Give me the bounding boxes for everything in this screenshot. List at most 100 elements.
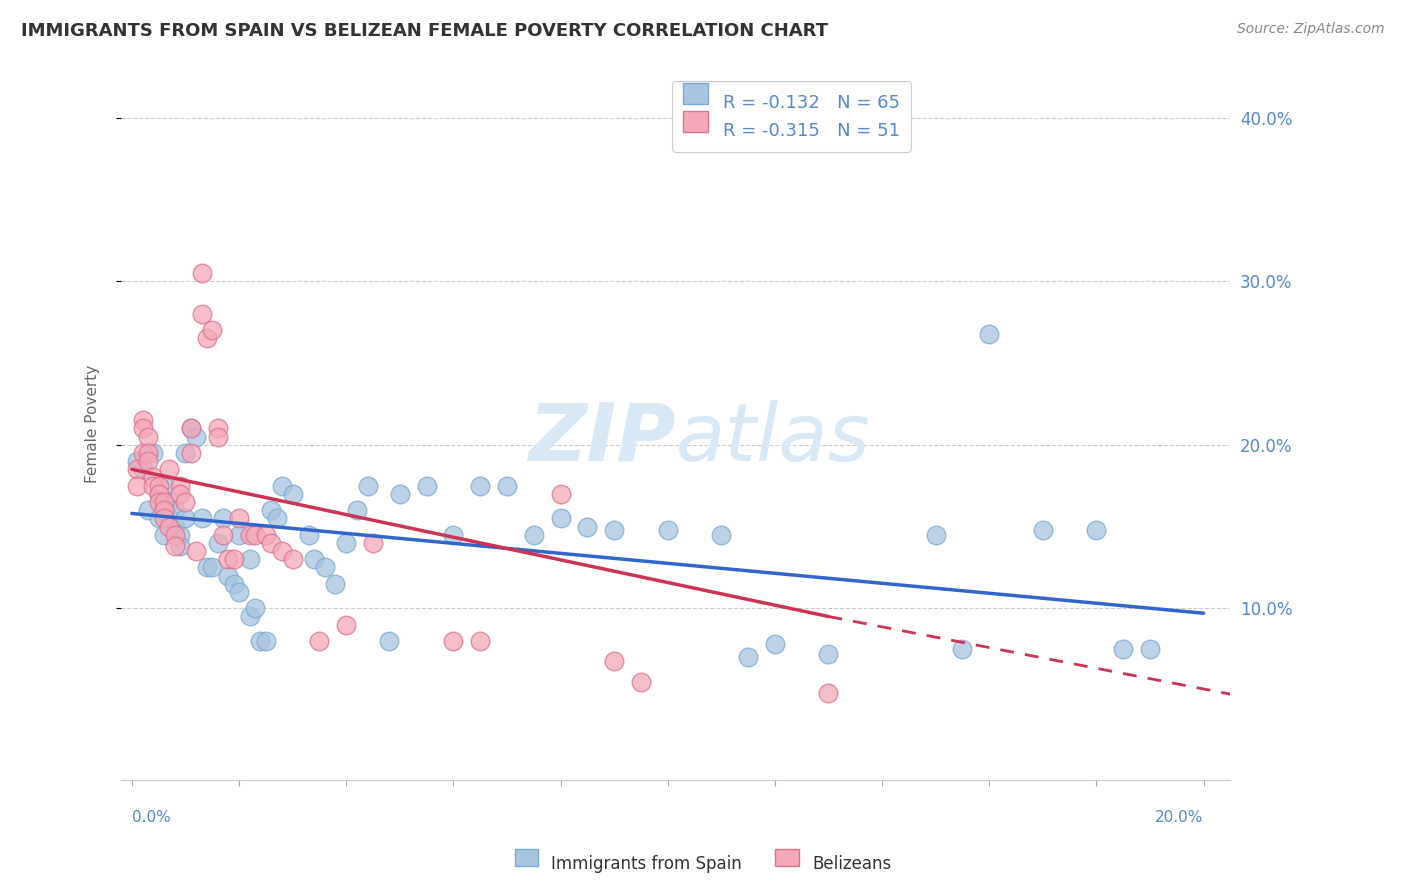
- Point: [190, 266, 212, 280]
- Point: [131, 421, 153, 435]
- Point: [207, 536, 229, 550]
- Point: [163, 539, 186, 553]
- Point: [378, 634, 401, 648]
- Point: [270, 478, 292, 492]
- Point: [157, 519, 180, 533]
- Point: [260, 503, 283, 517]
- Point: [127, 454, 149, 468]
- Text: 20.0%: 20.0%: [1156, 810, 1204, 824]
- Point: [157, 511, 180, 525]
- Point: [153, 478, 176, 492]
- Point: [169, 478, 191, 492]
- Point: [148, 487, 170, 501]
- Point: [630, 674, 652, 689]
- Point: [270, 544, 292, 558]
- Point: [142, 478, 165, 492]
- Point: [195, 331, 218, 345]
- Point: [298, 527, 321, 541]
- Point: [222, 576, 245, 591]
- Point: [325, 576, 347, 591]
- Point: [239, 552, 262, 566]
- Point: [470, 478, 492, 492]
- Legend: Immigrants from Spain, Belizeans: Immigrants from Spain, Belizeans: [508, 847, 898, 880]
- Point: [249, 634, 271, 648]
- Point: [131, 446, 153, 460]
- Point: [148, 511, 170, 525]
- Point: [228, 585, 250, 599]
- Point: [603, 654, 626, 668]
- Point: [136, 446, 159, 460]
- Point: [254, 527, 277, 541]
- Point: [207, 429, 229, 443]
- Point: [217, 552, 239, 566]
- Point: [496, 478, 519, 492]
- Point: [153, 503, 176, 517]
- Point: [131, 413, 153, 427]
- Point: [142, 446, 165, 460]
- Point: [302, 552, 325, 566]
- Text: ZIP: ZIP: [529, 400, 676, 477]
- Point: [174, 511, 197, 525]
- Point: [153, 495, 176, 509]
- Point: [1139, 642, 1161, 657]
- Point: [186, 429, 208, 443]
- Point: [131, 462, 153, 476]
- Point: [260, 536, 283, 550]
- Point: [239, 609, 262, 624]
- Point: [239, 527, 262, 541]
- Point: [207, 421, 229, 435]
- Point: [148, 495, 170, 509]
- Point: [817, 686, 839, 700]
- Point: [346, 503, 368, 517]
- Point: [266, 511, 288, 525]
- Text: 0.0%: 0.0%: [132, 810, 170, 824]
- Point: [148, 487, 170, 501]
- Point: [388, 487, 411, 501]
- Point: [157, 462, 180, 476]
- Point: [441, 527, 464, 541]
- Point: [1085, 523, 1108, 537]
- Point: [190, 511, 212, 525]
- Point: [314, 560, 336, 574]
- Point: [180, 421, 202, 435]
- Point: [212, 527, 235, 541]
- Point: [136, 429, 159, 443]
- Y-axis label: Female Poverty: Female Poverty: [86, 365, 100, 483]
- Point: [415, 478, 437, 492]
- Point: [180, 446, 202, 460]
- Point: [153, 511, 176, 525]
- Point: [148, 478, 170, 492]
- Point: [550, 511, 572, 525]
- Point: [243, 527, 266, 541]
- Point: [441, 634, 464, 648]
- Text: atlas: atlas: [676, 400, 870, 477]
- Legend: R = -0.132   N = 65, R = -0.315   N = 51: R = -0.132 N = 65, R = -0.315 N = 51: [672, 81, 911, 152]
- Point: [222, 552, 245, 566]
- Point: [163, 527, 186, 541]
- Point: [217, 568, 239, 582]
- Point: [201, 560, 224, 574]
- Point: [153, 527, 176, 541]
- Text: IMMIGRANTS FROM SPAIN VS BELIZEAN FEMALE POVERTY CORRELATION CHART: IMMIGRANTS FROM SPAIN VS BELIZEAN FEMALE…: [21, 22, 828, 40]
- Point: [335, 617, 357, 632]
- Point: [254, 634, 277, 648]
- Point: [243, 601, 266, 615]
- Point: [180, 421, 202, 435]
- Point: [228, 511, 250, 525]
- Point: [186, 544, 208, 558]
- Point: [169, 527, 191, 541]
- Point: [127, 462, 149, 476]
- Point: [710, 527, 733, 541]
- Point: [335, 536, 357, 550]
- Point: [174, 495, 197, 509]
- Point: [1112, 642, 1135, 657]
- Point: [817, 647, 839, 661]
- Point: [356, 478, 378, 492]
- Point: [550, 487, 572, 501]
- Point: [281, 552, 304, 566]
- Point: [308, 634, 330, 648]
- Point: [201, 323, 224, 337]
- Point: [136, 454, 159, 468]
- Point: [212, 511, 235, 525]
- Point: [169, 487, 191, 501]
